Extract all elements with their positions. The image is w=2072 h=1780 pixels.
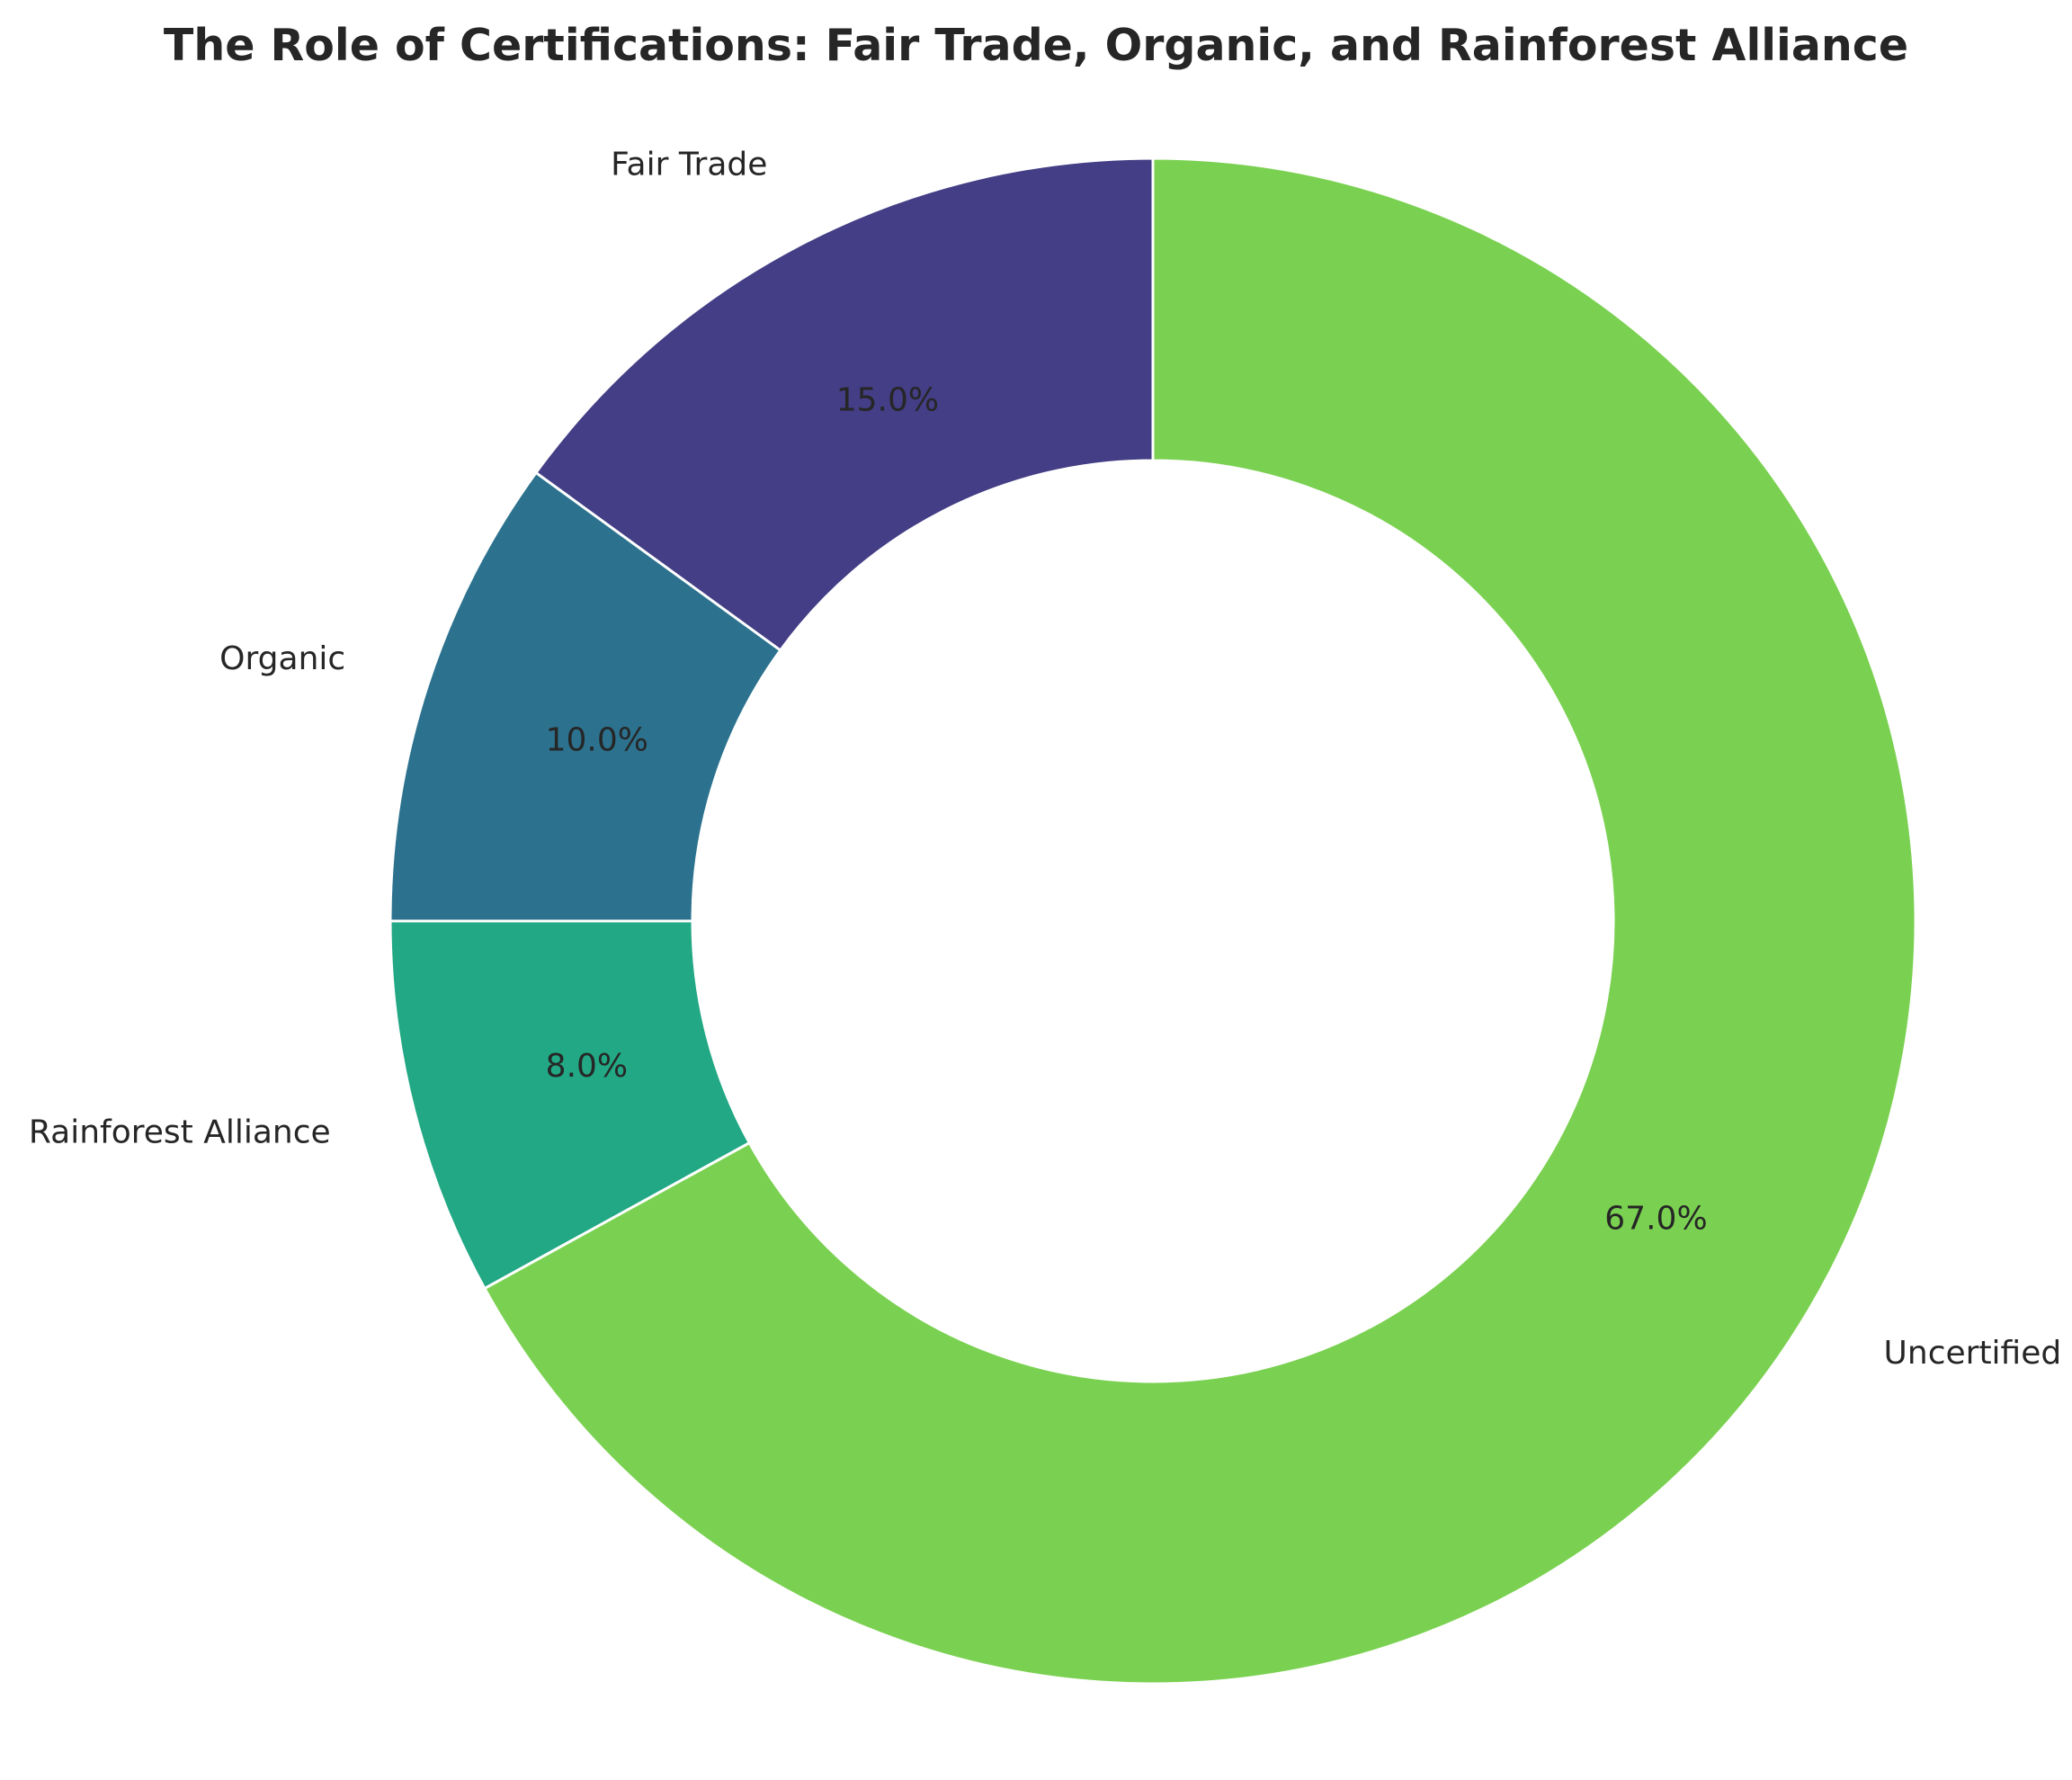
- pct-label-fair-trade: 15.0%: [836, 381, 939, 418]
- pct-label-uncertified: 67.0%: [1604, 1200, 1707, 1237]
- pct-label-organic: 10.0%: [546, 722, 648, 759]
- label-organic: Organic: [219, 640, 345, 677]
- labels-group: Fair Trade 15.0% Organic 10.0% Rainforest Al…: [29, 146, 2061, 1372]
- label-fair-trade: Fair Trade: [611, 146, 767, 183]
- slices-group: [388, 157, 1917, 1686]
- label-uncertified: Uncertified: [1884, 1335, 2062, 1372]
- label-rainforest-alliance: Rainforest Alliance: [29, 1114, 331, 1150]
- chart-title: The Role of Certifications: Fair Trade, …: [163, 20, 1909, 71]
- slice-fair-trade: [534, 157, 1155, 652]
- pct-label-rainforest-alliance: 8.0%: [546, 1048, 628, 1085]
- slice-uncertified: [483, 157, 1917, 1686]
